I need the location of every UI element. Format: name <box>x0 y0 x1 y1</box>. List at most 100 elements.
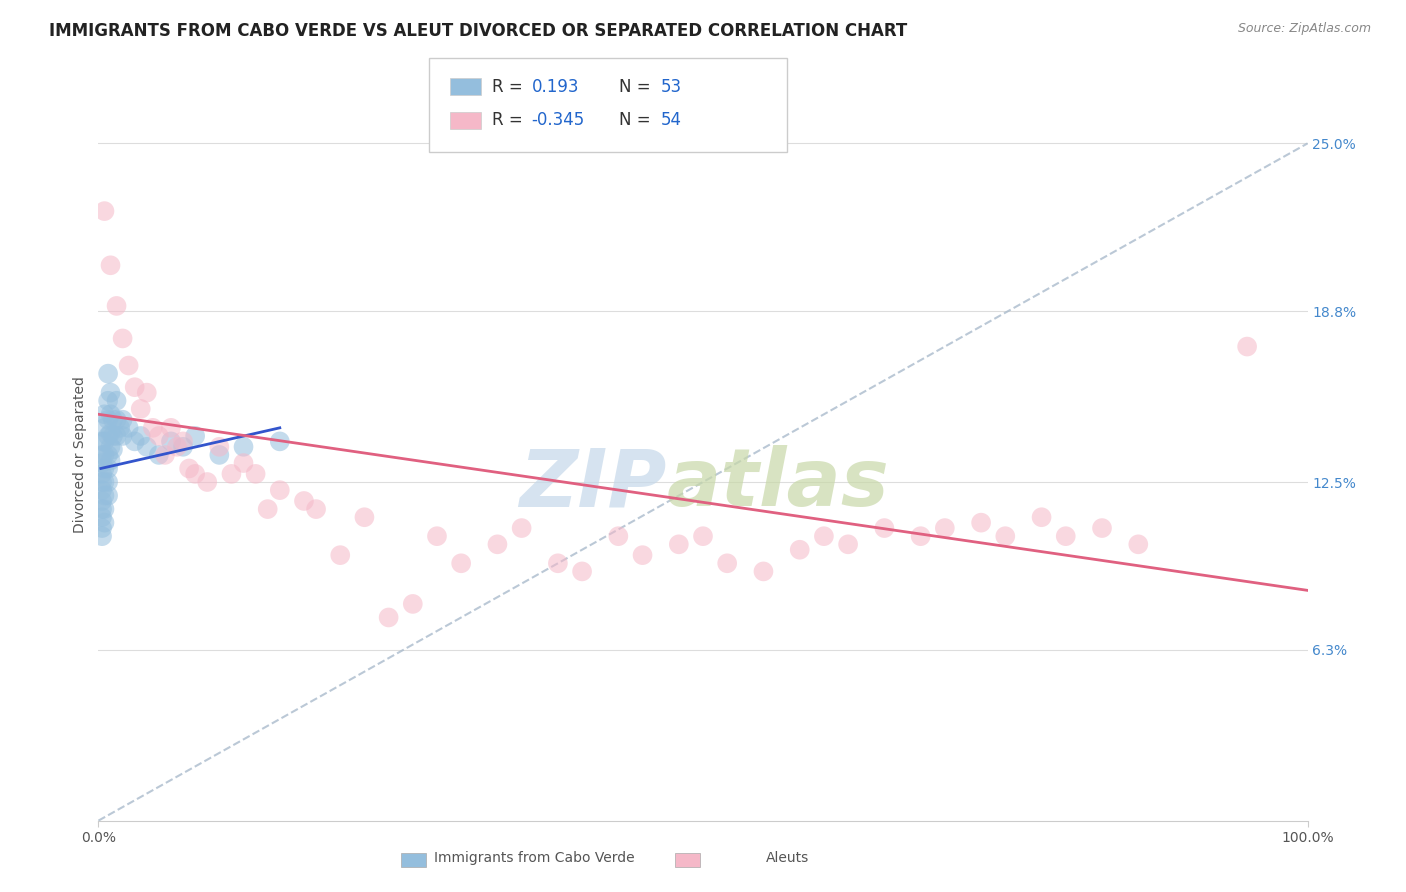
Point <box>97 393 120 408</box>
Point <box>100 385 122 400</box>
Text: Immigrants from Cabo Verde: Immigrants from Cabo Verde <box>434 851 634 865</box>
Text: N =: N = <box>619 78 655 95</box>
Point <box>105 299 128 313</box>
Point <box>172 440 194 454</box>
Point <box>153 448 176 462</box>
Point <box>571 565 593 579</box>
Point <box>91 510 114 524</box>
Point <box>100 426 122 441</box>
Point <box>305 502 328 516</box>
Text: Source: ZipAtlas.com: Source: ZipAtlas.com <box>1237 22 1371 36</box>
Point <box>837 537 859 551</box>
Text: IMMIGRANTS FROM CABO VERDE VS ALEUT DIVORCED OR SEPARATED CORRELATION CHART: IMMIGRANTS FROM CABO VERDE VS ALEUT DIVO… <box>49 22 907 40</box>
Point <box>91 483 114 497</box>
Point <box>91 475 114 489</box>
Point <box>93 489 115 503</box>
Point <box>108 421 131 435</box>
Text: Aleuts: Aleuts <box>766 851 808 865</box>
Point <box>129 429 152 443</box>
Point <box>93 434 115 449</box>
Text: ZIP: ZIP <box>519 445 666 524</box>
Point <box>256 502 278 516</box>
Point <box>184 467 207 481</box>
Y-axis label: Divorced or Separated: Divorced or Separated <box>73 376 87 533</box>
Point <box>97 461 120 475</box>
Point <box>135 440 157 454</box>
Point <box>221 467 243 481</box>
Text: N =: N = <box>619 112 655 129</box>
Point <box>97 448 120 462</box>
Point <box>97 367 120 381</box>
Point <box>111 413 134 427</box>
Point <box>93 516 115 530</box>
Point <box>91 529 114 543</box>
Point <box>97 489 120 503</box>
Point <box>93 204 115 219</box>
Point <box>160 421 183 435</box>
Point <box>716 556 738 570</box>
Point <box>910 529 932 543</box>
Point <box>353 510 375 524</box>
Point <box>402 597 425 611</box>
Point <box>179 461 201 475</box>
Point <box>208 440 231 454</box>
Point <box>118 359 141 373</box>
Point <box>377 610 399 624</box>
Point <box>135 385 157 400</box>
Point <box>118 421 141 435</box>
Point <box>91 448 114 462</box>
Text: atlas: atlas <box>666 445 890 524</box>
Text: -0.345: -0.345 <box>531 112 585 129</box>
Point <box>91 521 114 535</box>
Point <box>426 529 449 543</box>
Point <box>510 521 533 535</box>
Point <box>97 475 120 489</box>
Point <box>101 442 124 457</box>
Point <box>1236 340 1258 354</box>
Point <box>631 548 654 562</box>
Point <box>547 556 569 570</box>
Point <box>105 413 128 427</box>
Point <box>813 529 835 543</box>
Point <box>148 448 170 462</box>
Point <box>789 542 811 557</box>
Point <box>668 537 690 551</box>
Point <box>232 456 254 470</box>
Point <box>100 453 122 467</box>
Text: R =: R = <box>492 78 529 95</box>
Point <box>269 434 291 449</box>
Point <box>692 529 714 543</box>
Point <box>93 448 115 462</box>
Point <box>97 429 120 443</box>
Point <box>1128 537 1150 551</box>
Point <box>873 521 896 535</box>
Point <box>129 401 152 416</box>
Point <box>994 529 1017 543</box>
Point <box>91 456 114 470</box>
Point <box>195 475 218 489</box>
Point <box>329 548 352 562</box>
Point <box>486 537 509 551</box>
Point <box>450 556 472 570</box>
Point <box>1091 521 1114 535</box>
Point <box>101 429 124 443</box>
Point <box>208 448 231 462</box>
Point <box>93 502 115 516</box>
Text: R =: R = <box>492 112 529 129</box>
Point <box>245 467 267 481</box>
Point <box>124 380 146 394</box>
Text: 53: 53 <box>661 78 682 95</box>
Point <box>100 407 122 421</box>
Point <box>1031 510 1053 524</box>
Point <box>752 565 775 579</box>
Point <box>970 516 993 530</box>
Point <box>111 331 134 345</box>
Point <box>934 521 956 535</box>
Point <box>105 393 128 408</box>
Point <box>93 407 115 421</box>
Point <box>91 502 114 516</box>
Point <box>160 434 183 449</box>
Point <box>93 421 115 435</box>
Point <box>172 434 194 449</box>
Point <box>232 440 254 454</box>
